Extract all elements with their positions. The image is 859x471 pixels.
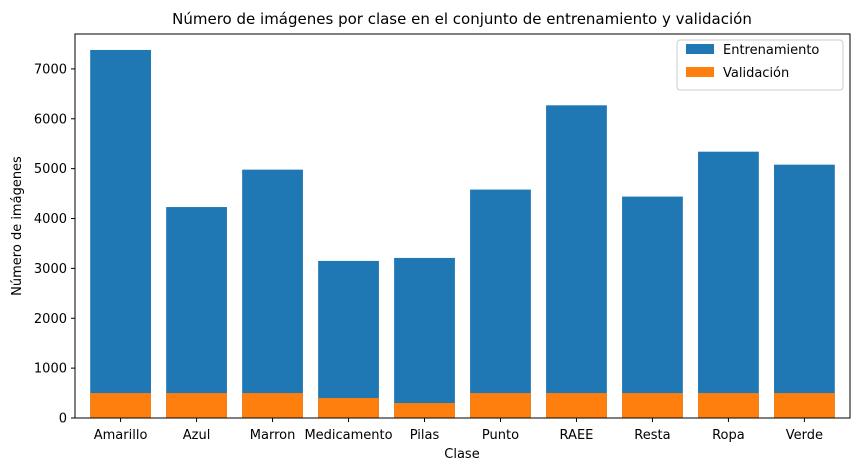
bar-validacion-ropa xyxy=(698,393,759,418)
bar-entrenamiento-marron xyxy=(242,169,303,418)
x-axis-label: Clase xyxy=(444,447,479,462)
bar-entrenamiento-verde xyxy=(774,164,835,418)
chart-title: Número de imágenes por clase en el conju… xyxy=(172,10,752,28)
x-tick-label-amarillo: Amarillo xyxy=(94,428,148,443)
bar-validacion-verde xyxy=(774,393,835,418)
y-axis: 0 1000 2000 3000 4000 5000 6000 7000 xyxy=(34,62,75,427)
y-tick-label: 7000 xyxy=(34,62,67,77)
bar-entrenamiento-medicamento xyxy=(318,260,379,418)
bar-entrenamiento-resta xyxy=(622,196,683,418)
legend: Entrenamiento Validación xyxy=(676,39,844,91)
bar-entrenamiento-punto xyxy=(470,189,531,418)
bar-validacion-amarillo xyxy=(90,393,151,418)
bar-validacion-marron xyxy=(242,393,303,418)
bar-entrenamiento-amarillo xyxy=(90,49,151,419)
bar-validacion-medicamento xyxy=(318,398,379,418)
x-tick-label-marron: Marron xyxy=(250,428,296,443)
legend-frame xyxy=(676,39,844,91)
bar-entrenamiento-azul xyxy=(166,207,227,418)
x-tick-label-azul: Azul xyxy=(183,428,211,443)
bar-validacion-resta xyxy=(622,393,683,418)
bar-validacion-punto xyxy=(470,393,531,418)
bar-validacion-pilas xyxy=(394,403,455,418)
plot-frame xyxy=(74,33,851,419)
legend-label-entrenamiento: Entrenamiento xyxy=(723,43,819,58)
bar-validacion-azul xyxy=(166,393,227,418)
x-tick-label-resta: Resta xyxy=(634,428,670,443)
bar-validacion-raee xyxy=(546,393,607,418)
y-axis-label: Número de imágenes xyxy=(10,156,25,296)
x-tick-label-raee: RAEE xyxy=(560,428,594,443)
bars-group xyxy=(90,49,835,419)
y-tick-label: 1000 xyxy=(34,362,67,377)
y-tick-label: 2000 xyxy=(34,312,67,327)
legend-swatch-validacion xyxy=(686,67,714,77)
x-tick-label-punto: Punto xyxy=(482,428,519,443)
legend-label-validacion: Validación xyxy=(723,66,789,81)
x-tick-label-medicamento: Medicamento xyxy=(304,428,392,443)
x-tick-label-verde: Verde xyxy=(786,428,823,443)
y-tick-label: 0 xyxy=(59,412,67,427)
bar-entrenamiento-pilas xyxy=(394,257,455,418)
legend-swatch-entrenamiento xyxy=(686,44,714,54)
x-tick-label-ropa: Ropa xyxy=(712,428,745,443)
x-axis: Amarillo Azul Marron Medicamento Pilas Punto R… xyxy=(94,418,823,443)
bar-entrenamiento-ropa xyxy=(698,151,759,418)
bar-entrenamiento-raee xyxy=(546,105,607,418)
y-tick-label: 4000 xyxy=(34,212,67,227)
x-tick-label-pilas: Pilas xyxy=(410,428,440,443)
y-tick-label: 3000 xyxy=(34,262,67,277)
y-tick-label: 6000 xyxy=(34,112,67,127)
y-tick-label: 5000 xyxy=(34,162,67,177)
